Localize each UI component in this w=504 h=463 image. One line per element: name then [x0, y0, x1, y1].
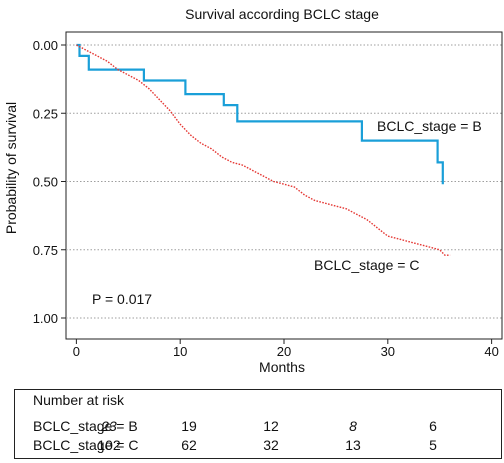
- risk-value: 23: [101, 418, 117, 434]
- x-tick-label: 10: [173, 344, 187, 359]
- y-tick-label: 1.00: [33, 311, 58, 326]
- risk-row-label: BCLC_stage = B: [33, 418, 138, 434]
- y-tick-label: 0.25: [33, 106, 58, 121]
- x-tick-label: 0: [73, 344, 80, 359]
- risk-table-title: Number at risk: [33, 392, 125, 408]
- km-chart: Survival according BCLC stage 0.00 0.25 0.…: [3, 6, 503, 375]
- risk-value: 6: [429, 418, 437, 434]
- risk-row-b: BCLC_stage = B 23 19 12 8 6: [15, 418, 501, 436]
- risk-value: 8: [349, 418, 357, 434]
- risk-value: 62: [181, 437, 197, 453]
- risk-row-c: BCLC_stage = C 102 62 32 13 5: [15, 437, 501, 455]
- x-axis-title: Months: [259, 359, 305, 375]
- x-tick-label: 40: [484, 344, 498, 359]
- p-value-annotation: P = 0.017: [92, 291, 152, 307]
- y-axis-title: Probability of survival: [3, 102, 19, 234]
- risk-row-label: BCLC_stage = C: [33, 437, 139, 453]
- series-line-b: [76, 43, 444, 185]
- risk-value: 5: [429, 437, 437, 453]
- series-label-b: BCLC_stage = B: [377, 118, 482, 134]
- risk-value: 102: [97, 437, 121, 453]
- x-tick-label: 20: [277, 344, 291, 359]
- series-label-c: BCLC_stage = C: [314, 257, 419, 273]
- y-tick-label: 0.00: [33, 38, 58, 53]
- series-line-c: [76, 44, 451, 256]
- risk-value: 19: [181, 418, 197, 434]
- chart-title: Survival according BCLC stage: [185, 6, 379, 22]
- risk-value: 32: [263, 437, 279, 453]
- number-at-risk-table: Number at risk BCLC_stage = B 23 19 12 8…: [14, 389, 502, 459]
- risk-value: 13: [345, 437, 361, 453]
- y-tick-label: 0.50: [33, 175, 58, 190]
- y-tick-label: 0.75: [33, 243, 58, 258]
- x-tick-label: 30: [381, 344, 395, 359]
- risk-value: 12: [263, 418, 279, 434]
